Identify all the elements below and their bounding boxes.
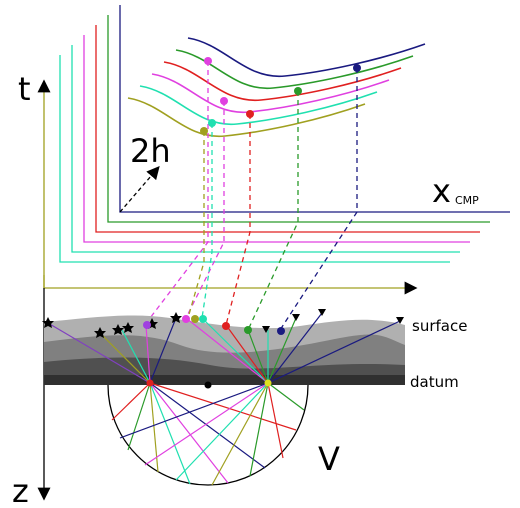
- cmp-label: CMP: [455, 194, 479, 207]
- datum-label: datum: [410, 373, 459, 391]
- z-label: z: [12, 472, 29, 508]
- source-point: [147, 380, 154, 387]
- diagram: t 2h x CMP surface datum V z: [0, 0, 520, 508]
- receiver-point: [265, 380, 272, 387]
- x-label: x: [432, 172, 451, 210]
- v-label: V: [318, 440, 340, 478]
- curves: [128, 38, 425, 136]
- projections: [147, 61, 357, 330]
- t-label: t: [18, 70, 31, 108]
- page: t 2h x CMP surface datum V z (() => { co…: [0, 0, 520, 508]
- surface-label: surface: [412, 317, 467, 335]
- center-dot: [205, 382, 212, 389]
- cmp-axes: [44, 5, 510, 288]
- two-h-label: 2h: [130, 132, 171, 170]
